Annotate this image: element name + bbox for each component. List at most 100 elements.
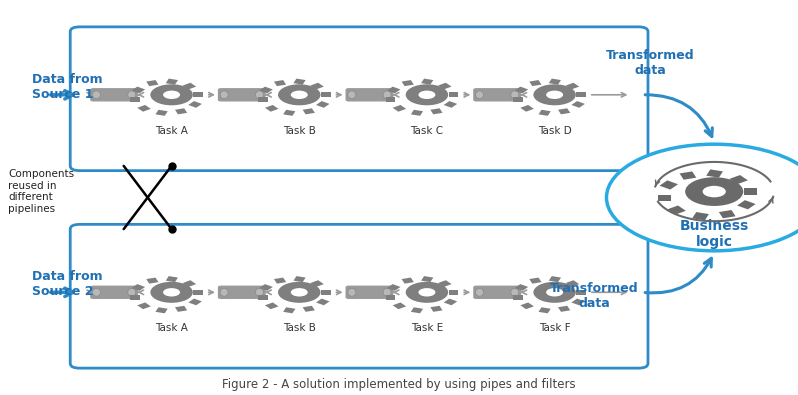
Ellipse shape [128,288,136,296]
Bar [258,97,267,102]
Bar [744,188,757,195]
Bar [549,79,561,85]
Bar [265,303,279,309]
Bar [188,299,202,305]
Circle shape [418,288,436,297]
Circle shape [606,144,798,251]
Bar [515,284,528,291]
Bar [520,303,534,309]
Bar [411,307,423,313]
Bar [188,101,202,108]
Bar [193,290,203,295]
Circle shape [546,288,563,297]
Bar [132,87,145,93]
Bar [130,295,140,299]
Ellipse shape [220,288,228,296]
Text: Task E: Task E [411,323,443,333]
Bar [549,276,561,282]
Bar [283,110,295,116]
Bar [529,278,542,284]
Bar [310,83,324,89]
Text: Task C: Task C [410,126,444,135]
Text: Data from
Source 2: Data from Source 2 [32,271,103,298]
FancyBboxPatch shape [90,286,138,299]
Bar [513,295,523,299]
Bar [316,101,330,108]
Text: Business
logic: Business logic [680,219,749,249]
Bar [183,83,196,89]
Ellipse shape [93,288,101,296]
Bar [438,83,452,89]
Bar [729,175,748,184]
Bar [274,80,286,86]
Bar [321,92,331,97]
Bar [411,110,423,116]
Circle shape [290,90,308,99]
Bar [448,92,459,97]
Bar [294,276,306,282]
Bar [659,181,678,190]
Bar [558,306,571,312]
Bar [166,79,178,85]
Bar [385,295,395,299]
Bar [401,278,414,284]
FancyBboxPatch shape [70,27,648,171]
Bar [515,87,528,93]
Text: Task B: Task B [282,126,316,135]
Bar [393,105,406,112]
Bar [302,108,315,114]
Bar [576,92,587,97]
Bar [706,169,723,178]
Bar [430,306,443,312]
Text: Data from
Source 1: Data from Source 1 [32,73,103,101]
Circle shape [405,84,448,105]
Bar [130,97,140,102]
Text: Figure 2 - A solution implemented by using pipes and filters: Figure 2 - A solution implemented by usi… [222,378,576,391]
FancyBboxPatch shape [346,286,393,299]
Bar [566,280,579,287]
Bar [321,290,331,295]
Bar [444,299,457,305]
Bar [137,303,151,309]
Circle shape [278,282,321,303]
FancyBboxPatch shape [218,286,266,299]
Circle shape [150,282,193,303]
Bar [680,171,697,180]
Bar [183,280,196,287]
Circle shape [418,90,436,99]
Bar [310,280,324,287]
Bar [166,276,178,282]
Circle shape [163,90,180,99]
Bar [513,97,523,102]
Ellipse shape [511,288,519,296]
Bar [265,105,279,112]
Text: Task D: Task D [538,126,571,135]
Bar [175,306,188,312]
Circle shape [290,288,308,297]
Bar [258,295,267,299]
Circle shape [278,84,321,105]
FancyBboxPatch shape [70,224,648,368]
Ellipse shape [93,91,101,99]
Bar [294,79,306,85]
Bar [421,79,433,85]
Bar [175,108,188,114]
Ellipse shape [348,91,356,99]
Bar [539,307,551,313]
Circle shape [533,84,576,105]
FancyBboxPatch shape [473,286,521,299]
Text: Components
reused in
different
pipelines: Components reused in different pipelines [8,169,74,214]
Ellipse shape [128,91,136,99]
Bar [444,101,457,108]
Bar [529,80,542,86]
Bar [571,101,585,108]
Text: Task A: Task A [155,126,188,135]
Bar [302,306,315,312]
Bar [259,87,273,93]
FancyBboxPatch shape [90,88,138,102]
FancyBboxPatch shape [473,88,521,102]
Ellipse shape [476,91,484,99]
Bar [274,278,286,284]
Bar [520,105,534,112]
Text: Transformed
data: Transformed data [606,49,695,77]
